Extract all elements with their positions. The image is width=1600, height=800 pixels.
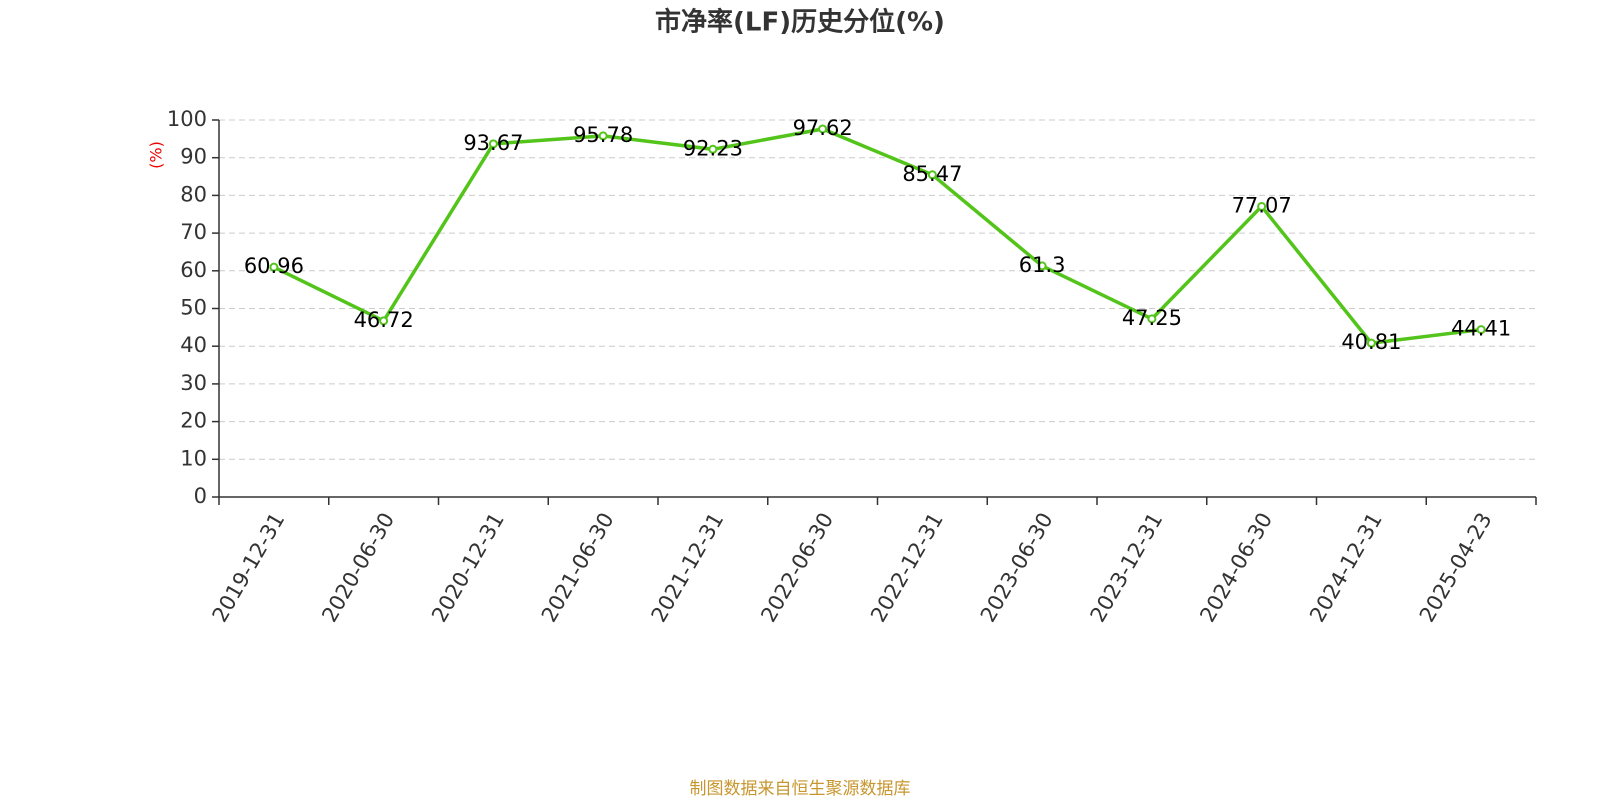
y-tick-label: 50	[180, 296, 207, 320]
y-tick-label: 10	[180, 446, 207, 470]
data-point	[1147, 314, 1157, 324]
data-label: 92.23	[683, 136, 743, 160]
y-tick-label: 60	[180, 258, 207, 282]
data-label: 77.07	[1232, 193, 1292, 217]
data-point	[1366, 338, 1376, 348]
data-point	[269, 262, 279, 272]
y-tick-label: 40	[180, 333, 207, 357]
data-point	[927, 170, 937, 180]
x-tick-label: 2024-06-30	[1195, 509, 1277, 627]
chart-title: 市净率(LF)历史分位(%)	[655, 7, 945, 38]
x-tick-label: 2022-12-31	[866, 509, 948, 627]
data-label: 97.62	[793, 116, 853, 140]
x-tick-label: 2020-06-30	[317, 509, 399, 627]
data-line	[273, 127, 1482, 346]
y-tick-label: 20	[180, 409, 207, 433]
x-tick-label: 2019-12-31	[208, 509, 290, 627]
data-label: 85.47	[902, 162, 962, 186]
y-tick-label: 80	[180, 182, 207, 206]
data-point	[1476, 325, 1486, 335]
x-tick-label: 2021-06-30	[537, 509, 619, 627]
y-tick-label: 30	[180, 371, 207, 395]
source-note: 制图数据来自恒生聚源数据库	[690, 779, 911, 799]
x-tick-label: 2023-06-30	[976, 509, 1058, 627]
x-tick-label: 2025-04-23	[1415, 509, 1497, 627]
data-label: 95.78	[573, 123, 633, 147]
y-axis-label: (%)	[147, 141, 166, 169]
y-tick-label: 90	[180, 145, 207, 169]
data-label: 46.72	[354, 308, 414, 332]
data-point	[708, 144, 718, 154]
y-tick-label: 100	[167, 107, 207, 131]
data-label: 44.41	[1451, 317, 1511, 341]
x-tick-label: 2023-12-31	[1086, 509, 1168, 627]
data-point	[488, 139, 498, 149]
data-label: 40.81	[1341, 330, 1401, 354]
data-point	[818, 124, 828, 134]
data-label: 61.3	[1019, 253, 1066, 277]
data-point	[598, 131, 608, 141]
x-tick-label: 2020-12-31	[427, 509, 509, 627]
x-tick-label: 2022-06-30	[756, 509, 838, 627]
data-label: 60.96	[244, 254, 304, 278]
y-tick-label: 70	[180, 220, 207, 244]
y-tick-label: 0	[194, 484, 207, 508]
data-point	[1037, 261, 1047, 271]
data-label: 47.25	[1122, 306, 1182, 330]
x-tick-label: 2021-12-31	[647, 509, 729, 627]
data-point	[379, 316, 389, 326]
data-point	[1257, 201, 1267, 211]
data-label: 93.67	[463, 131, 523, 155]
x-tick-label: 2024-12-31	[1305, 509, 1387, 627]
